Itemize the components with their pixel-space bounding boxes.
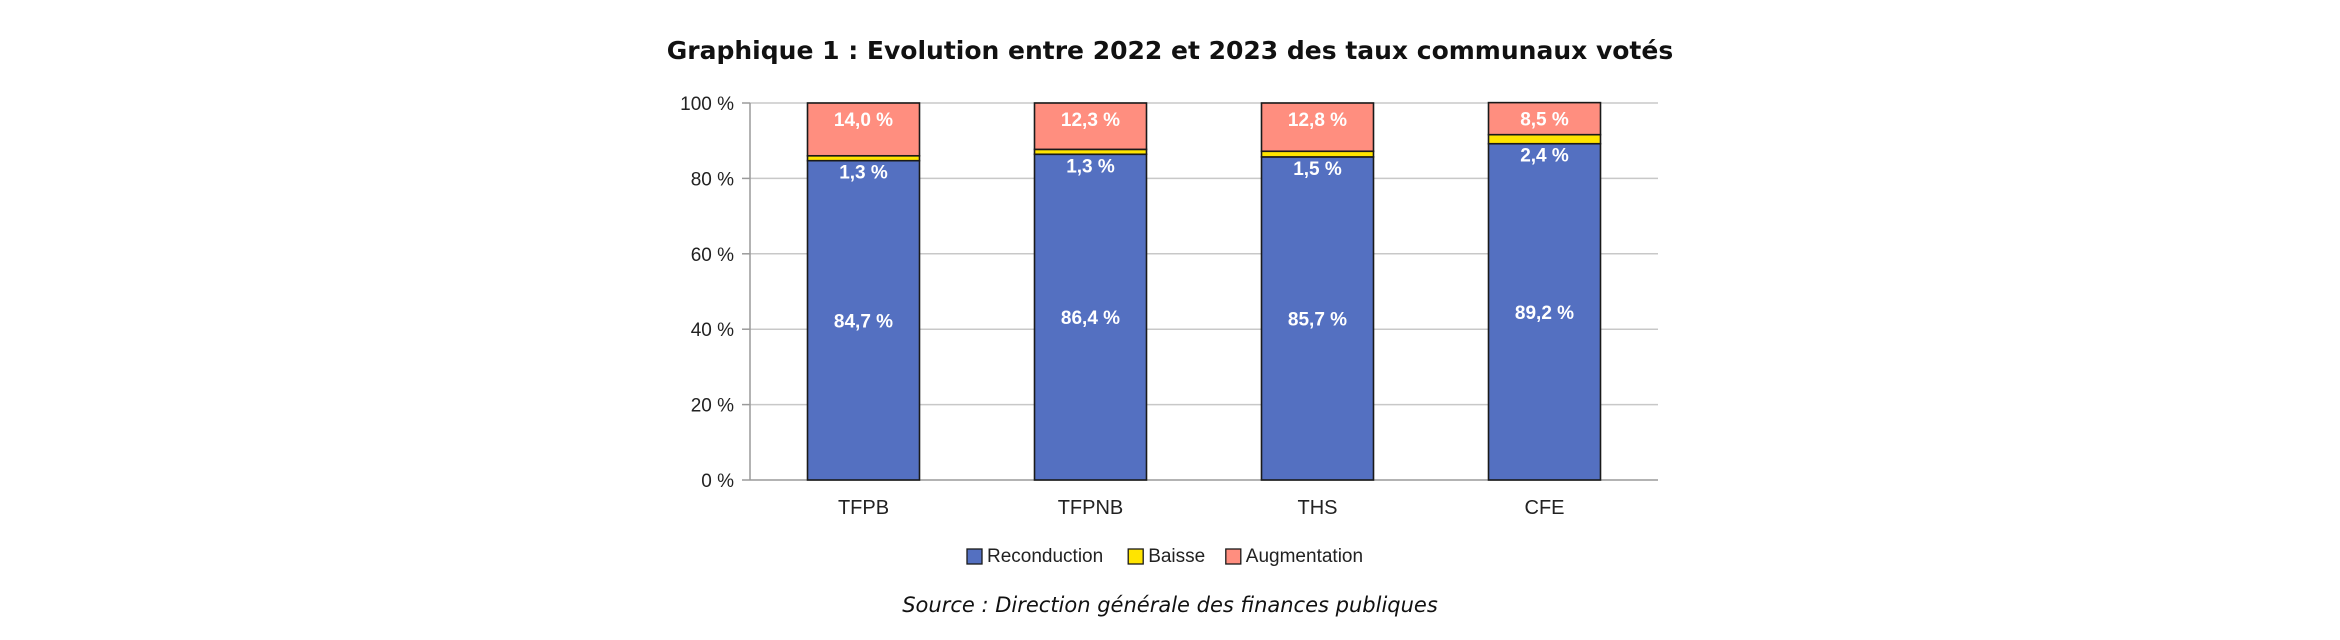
chart-title: Graphique 1 : Evolution entre 2022 et 20… [666, 36, 1674, 65]
data-label-augmentation: 14,0 % [834, 110, 893, 131]
bar-segment-augmentation-ths [1260, 102, 1375, 153]
bar-segment-reconduction-cfe [1487, 142, 1602, 481]
y-tick-label: 60 % [691, 245, 734, 266]
bar-segment-reconduction-ths [1260, 156, 1375, 481]
y-tick-label: 40 % [691, 320, 734, 341]
x-category-label: CFE [1525, 497, 1565, 519]
legend: Reconduction Baisse Augmentation [966, 546, 1363, 567]
bar-segment-baisse-ths [1260, 150, 1375, 158]
y-tick-label: 20 % [691, 396, 734, 417]
bar-segment-augmentation-tfpnb [1033, 102, 1148, 151]
x-category-label: TFPB [838, 497, 889, 519]
data-label-baisse: 1,3 % [839, 163, 888, 184]
bar-segment-augmentation-cfe [1487, 101, 1602, 136]
y-tick-label: 0 % [701, 471, 734, 492]
legend-swatch-baisse [1127, 548, 1144, 565]
data-labels: 84,7 % 1,3 % 14,0 % 86,4 % 1,3 % 12,3 % 85,7 %… [834, 110, 1574, 333]
legend-label-baisse: Baisse [1148, 546, 1205, 567]
bar-segment-baisse-cfe [1487, 133, 1602, 145]
chart-source-note: Source : Direction générale des finances… [902, 593, 1438, 617]
x-category-label: THS [1298, 497, 1338, 519]
data-label-baisse: 1,3 % [1066, 156, 1115, 177]
legend-swatch-augmentation [1225, 548, 1242, 565]
data-label-augmentation: 12,8 % [1288, 110, 1347, 131]
bars [806, 101, 1602, 481]
legend-label-augmentation: Augmentation [1246, 546, 1363, 567]
data-label-reconduction: 85,7 % [1288, 309, 1347, 330]
data-label-baisse: 1,5 % [1293, 159, 1342, 180]
data-label-reconduction: 89,2 % [1515, 303, 1574, 324]
axes: 0 % 20 % 40 % 60 % 80 % 100 % TFPB TFPNB THS CFE [680, 94, 1658, 519]
x-category-label: TFPNB [1058, 497, 1124, 519]
legend-label-reconduction: Reconduction [987, 546, 1103, 567]
y-tick-label: 80 % [691, 169, 734, 190]
data-label-augmentation: 8,5 % [1520, 110, 1569, 131]
legend-swatch-reconduction [966, 548, 983, 565]
data-label-reconduction: 86,4 % [1061, 308, 1120, 329]
data-label-augmentation: 12,3 % [1061, 110, 1120, 131]
data-label-reconduction: 84,7 % [834, 311, 893, 332]
bar-segment-augmentation-tfpb [806, 102, 921, 157]
y-tick-label: 100 % [680, 94, 734, 115]
data-label-baisse: 2,4 % [1520, 146, 1569, 167]
